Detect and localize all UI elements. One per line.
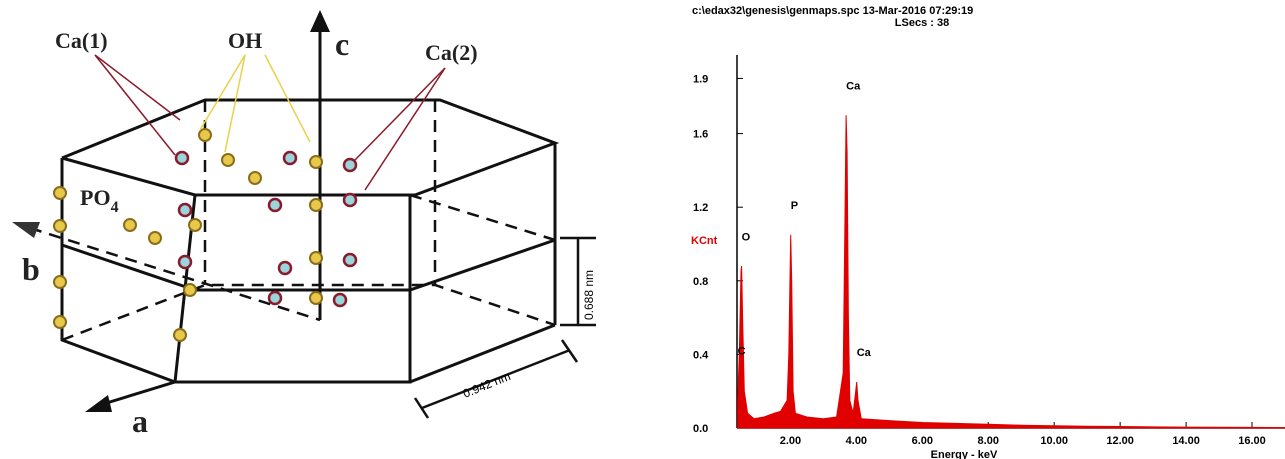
pointer — [94, 54, 181, 121]
pointer — [94, 54, 176, 156]
pointers — [94, 54, 446, 191]
y-axis-label: KCnt — [691, 235, 718, 247]
atoms — [53, 128, 358, 342]
pointer — [364, 67, 446, 191]
atom — [148, 231, 162, 245]
a-axis-label: a — [132, 403, 148, 439]
b-axis — [29, 226, 321, 322]
atom — [177, 254, 193, 270]
atom — [277, 260, 293, 276]
atom — [183, 283, 197, 297]
x-tick-label: 6.00 — [912, 435, 933, 447]
atom — [53, 315, 67, 329]
x-tick-label: 10.00 — [1040, 435, 1068, 447]
c-axis-label: c — [335, 26, 349, 62]
y-tick-label: 0.4 — [693, 349, 709, 361]
y-tick-label: 1.2 — [693, 202, 708, 214]
prism-edge — [409, 323, 556, 384]
a-axis — [99, 380, 176, 407]
atom — [267, 290, 283, 306]
oh-label: OH — [228, 28, 262, 53]
peak-label: O — [742, 231, 751, 243]
top-face — [61, 98, 560, 197]
hidden-edges — [61, 283, 556, 342]
pointer — [199, 54, 246, 131]
ca1-label: Ca(1) — [55, 28, 108, 53]
width-label: 0.942 nm — [461, 369, 513, 401]
y-tick-label: 0.8 — [693, 276, 708, 288]
height-label: 0.688 nm — [582, 270, 596, 320]
ca2-label: Ca(2) — [425, 40, 478, 65]
pointer — [224, 54, 246, 153]
x-axis-label: Energy - keV — [931, 449, 998, 459]
atom — [342, 192, 358, 208]
y-tick-label: 0.0 — [693, 423, 708, 435]
mid-plane — [61, 238, 556, 292]
pointer — [264, 54, 311, 143]
hidden-edge — [409, 193, 556, 242]
po4-main: PO — [80, 185, 111, 210]
chart-title: c:\edax32\genesis\genmaps.spc 13-Mar-201… — [692, 5, 973, 17]
atom — [221, 153, 235, 167]
atom — [123, 218, 137, 232]
atom — [53, 275, 67, 289]
a-arrow — [85, 395, 112, 412]
po4-label: PO4 — [80, 185, 119, 216]
atom — [309, 198, 323, 212]
crystal-diagram: Ca(1) OH c Ca(2) PO4 b a 0.688 nm 0.942 … — [12, 10, 596, 439]
c-arrow — [310, 10, 330, 32]
spectrum-chart: c:\edax32\genesis\genmaps.spc 13-Mar-201… — [691, 5, 1285, 459]
atom — [174, 150, 190, 166]
peak-label: Ca — [846, 80, 861, 92]
x-tick-label: 2.00 — [780, 435, 801, 447]
atom — [309, 155, 323, 169]
dim-tick — [413, 397, 430, 419]
atom — [53, 186, 67, 200]
atom — [342, 252, 358, 268]
x-tick-label: 14.00 — [1172, 435, 1200, 447]
dim-line — [421, 348, 571, 410]
atom — [53, 219, 67, 233]
atom — [248, 171, 262, 185]
atom — [282, 150, 298, 166]
atom — [309, 251, 323, 265]
atom — [309, 291, 323, 305]
atom — [173, 328, 187, 342]
x-tick-label: 8.00 — [978, 435, 999, 447]
b-arrow — [12, 222, 40, 238]
hidden-edge — [61, 338, 176, 384]
atom — [177, 202, 193, 218]
atom — [332, 292, 348, 308]
y-tick-label: 1.9 — [693, 73, 708, 85]
po4-sub: 4 — [111, 199, 119, 216]
spectrum-area — [737, 115, 1285, 429]
atom — [267, 197, 283, 213]
atom — [342, 157, 358, 173]
atom — [188, 218, 202, 232]
peak-label: P — [791, 200, 798, 212]
atom — [198, 128, 212, 142]
b-axis-label: b — [22, 251, 40, 287]
x-tick-label: 4.00 — [846, 435, 867, 447]
pointers — [199, 54, 311, 153]
x-tick-label: 16.00 — [1238, 435, 1266, 447]
y-tick-label: 1.6 — [693, 129, 708, 141]
pointer — [354, 67, 446, 161]
peak-label: Ca — [857, 347, 872, 359]
x-tick-label: 12.00 — [1106, 435, 1134, 447]
peak-label: C — [738, 345, 746, 357]
chart-subtitle: LSecs : 38 — [895, 17, 949, 29]
prism-edges — [60, 158, 412, 384]
